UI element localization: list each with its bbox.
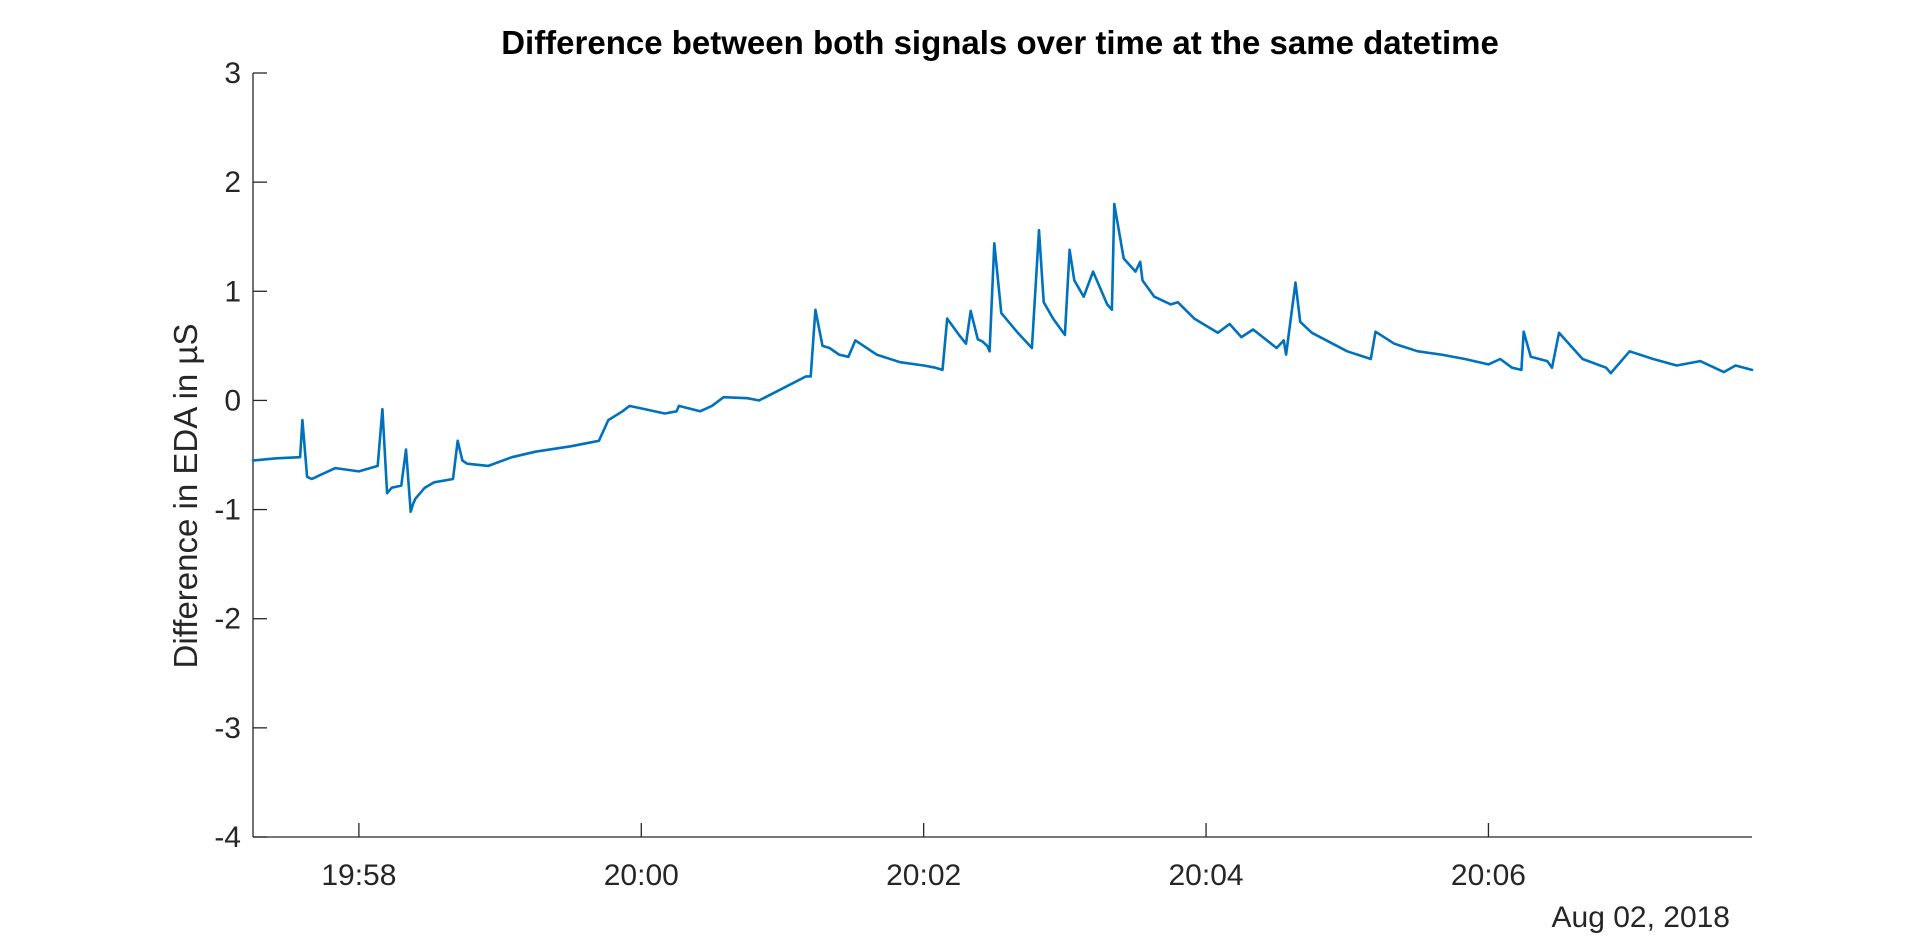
chart-title: Difference between both signals over tim… <box>501 24 1499 61</box>
x-tick-label: 20:04 <box>1169 859 1244 892</box>
y-tick-label: 2 <box>224 166 241 199</box>
series-line-0 <box>251 202 1754 514</box>
x-tick-label: 20:06 <box>1451 859 1526 892</box>
x-tick-label: 19:58 <box>321 859 396 892</box>
x-tick-label: 20:02 <box>886 859 961 892</box>
y-tick-label: -2 <box>214 603 241 636</box>
y-tick-label: 0 <box>224 384 241 417</box>
x-axis-date-label: Aug 02, 2018 <box>1552 901 1731 934</box>
y-axis-label: Difference in EDA in µS <box>167 324 204 669</box>
y-tick-label: -1 <box>214 494 241 527</box>
series-layer <box>251 202 1754 514</box>
x-tick-label: 20:00 <box>604 859 679 892</box>
y-tick-label: 3 <box>224 57 241 90</box>
x-ticks: 19:58 20:00 20:02 20:04 20:06 <box>321 823 1526 892</box>
y-tick-label: 1 <box>224 275 241 308</box>
y-ticks: -4 -3 -2 -1 0 1 2 3 <box>214 57 267 854</box>
y-tick-label: -3 <box>214 712 241 745</box>
y-tick-label: -4 <box>214 821 241 854</box>
